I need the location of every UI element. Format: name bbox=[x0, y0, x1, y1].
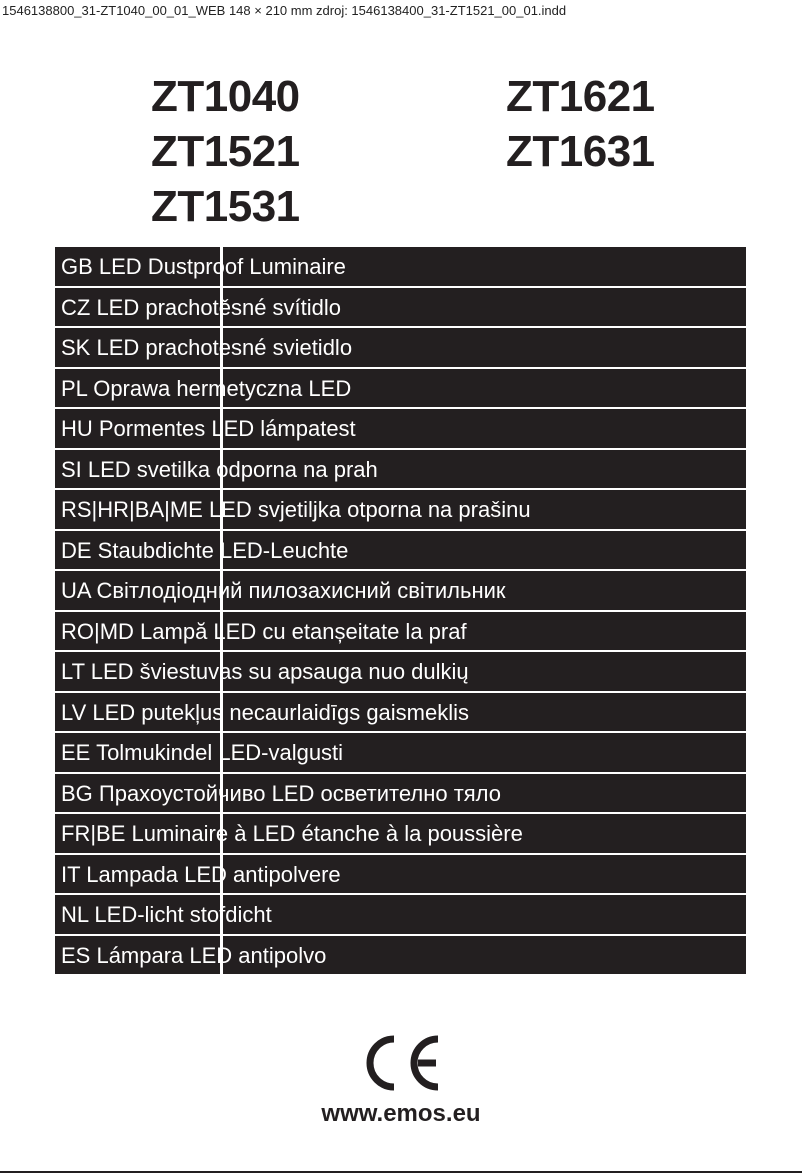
language-title-list: GB LED Dustproof Luminaire CZ LED prachot… bbox=[55, 247, 746, 976]
model-number: ZT1621 bbox=[506, 72, 655, 121]
language-row: RS|HR|BA|ME LED svjetiljka otporna na pr… bbox=[55, 490, 746, 529]
language-row: ES Lámpara LED antipolvo bbox=[55, 935, 746, 974]
divider-line bbox=[220, 247, 223, 977]
language-row: BG Прахоустойчиво LED осветително тяло bbox=[55, 773, 746, 812]
language-row: LV LED putekļus necaurlaidīgs gaismeklis bbox=[55, 692, 746, 731]
language-row: IT Lampada LED antipolvere bbox=[55, 854, 746, 893]
website-url: www.emos.eu bbox=[321, 1100, 481, 1127]
model-number: ZT1631 bbox=[506, 127, 655, 176]
language-row: CZ LED prachotěsné svítidlo bbox=[55, 287, 746, 326]
language-row: LT LED šviestuvas su apsauga nuo dulkių bbox=[55, 652, 746, 691]
language-row: EE Tolmukindel LED-valgusti bbox=[55, 733, 746, 772]
language-row: SI LED svetilka odporna na prah bbox=[55, 449, 746, 488]
language-row: HU Pormentes LED lámpatest bbox=[55, 409, 746, 448]
language-row: GB LED Dustproof Luminaire bbox=[55, 247, 746, 286]
file-slug: 1546138800_31-ZT1040_00_01_WEB 148 × 210… bbox=[2, 3, 567, 18]
ce-mark-logo bbox=[360, 1033, 442, 1098]
language-row: SK LED prachotesné svietidlo bbox=[55, 328, 746, 367]
page-edge-line bbox=[0, 1171, 802, 1173]
language-row: FR|BE Luminaire à LED étanche à la pouss… bbox=[55, 814, 746, 853]
language-row: DE Staubdichte LED-Leuchte bbox=[55, 530, 746, 569]
model-number: ZT1040 bbox=[151, 72, 300, 121]
model-number: ZT1521 bbox=[151, 127, 300, 176]
language-row: NL LED-licht stofdicht bbox=[55, 895, 746, 934]
language-row: RO|MD Lampă LED cu etanșeitate la praf bbox=[55, 611, 746, 650]
model-number: ZT1531 bbox=[151, 182, 300, 231]
language-row: UA Світлодіодний пилозахисний світильник bbox=[55, 571, 746, 610]
language-row: PL Oprawa hermetyczna LED bbox=[55, 368, 746, 407]
